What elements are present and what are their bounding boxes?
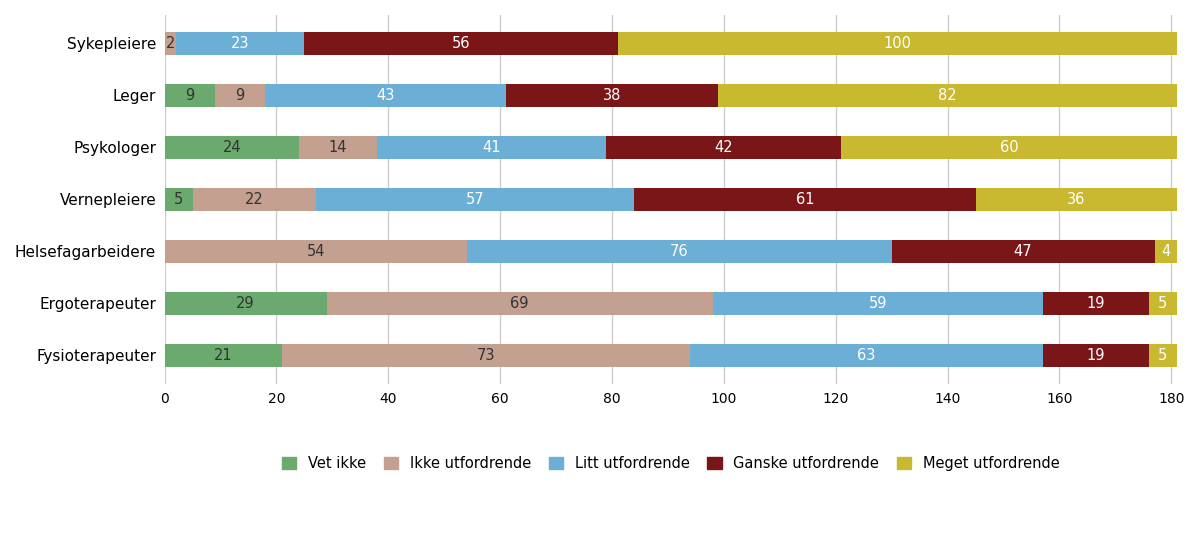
Bar (299, 136, 377, 159)
Bar (305, 32, 618, 55)
Text: 57: 57 (466, 192, 485, 207)
Text: 43: 43 (377, 88, 395, 103)
Text: 61: 61 (796, 192, 815, 207)
Text: 42: 42 (714, 140, 733, 155)
Bar (192, 188, 316, 211)
Bar (618, 32, 1177, 55)
Bar (164, 344, 282, 367)
Text: 2: 2 (166, 36, 175, 51)
Bar (175, 32, 305, 55)
Bar (467, 240, 892, 263)
Legend: Vet ikke, Ikke utfordrende, Litt utfordrende, Ganske utfordrende, Meget utfordre: Vet ikke, Ikke utfordrende, Litt utfordr… (276, 450, 1066, 477)
Text: 47: 47 (1014, 244, 1032, 259)
Bar (976, 188, 1177, 211)
Text: 19: 19 (1086, 296, 1105, 311)
Bar (377, 136, 606, 159)
Bar (606, 136, 841, 159)
Text: 56: 56 (451, 36, 470, 51)
Bar (282, 344, 690, 367)
Bar (1043, 344, 1148, 367)
Bar (164, 32, 175, 55)
Text: 4: 4 (1162, 244, 1170, 259)
Text: 41: 41 (482, 140, 502, 155)
Bar (635, 188, 976, 211)
Bar (265, 84, 505, 107)
Text: 5: 5 (1158, 348, 1168, 363)
Bar (326, 292, 713, 315)
Text: 24: 24 (222, 140, 241, 155)
Text: 60: 60 (1000, 140, 1019, 155)
Bar (713, 292, 1043, 315)
Bar (690, 344, 1043, 367)
Bar (719, 84, 1177, 107)
Bar (164, 136, 299, 159)
Text: 36: 36 (1067, 192, 1086, 207)
Text: 9: 9 (185, 88, 194, 103)
Text: 5: 5 (1158, 296, 1168, 311)
Text: 100: 100 (883, 36, 911, 51)
Bar (1148, 292, 1177, 315)
Text: 59: 59 (869, 296, 887, 311)
Text: 63: 63 (857, 348, 876, 363)
Text: 38: 38 (602, 88, 622, 103)
Text: 73: 73 (476, 348, 496, 363)
Text: 29: 29 (236, 296, 254, 311)
Bar (892, 240, 1154, 263)
Text: 9: 9 (235, 88, 245, 103)
Bar (164, 188, 192, 211)
Text: 14: 14 (329, 140, 347, 155)
Bar (164, 292, 326, 315)
Bar (841, 136, 1177, 159)
Bar (1043, 292, 1148, 315)
Bar (505, 84, 719, 107)
Bar (316, 188, 635, 211)
Text: 82: 82 (938, 88, 956, 103)
Text: 5: 5 (174, 192, 184, 207)
Text: 23: 23 (230, 36, 250, 51)
Text: 54: 54 (306, 244, 325, 259)
Text: 69: 69 (510, 296, 529, 311)
Bar (215, 84, 265, 107)
Text: 76: 76 (670, 244, 689, 259)
Bar (164, 240, 467, 263)
Text: 19: 19 (1086, 348, 1105, 363)
Bar (1148, 344, 1177, 367)
Text: 22: 22 (245, 192, 264, 207)
Bar (1154, 240, 1177, 263)
Text: 21: 21 (214, 348, 233, 363)
Bar (164, 84, 215, 107)
